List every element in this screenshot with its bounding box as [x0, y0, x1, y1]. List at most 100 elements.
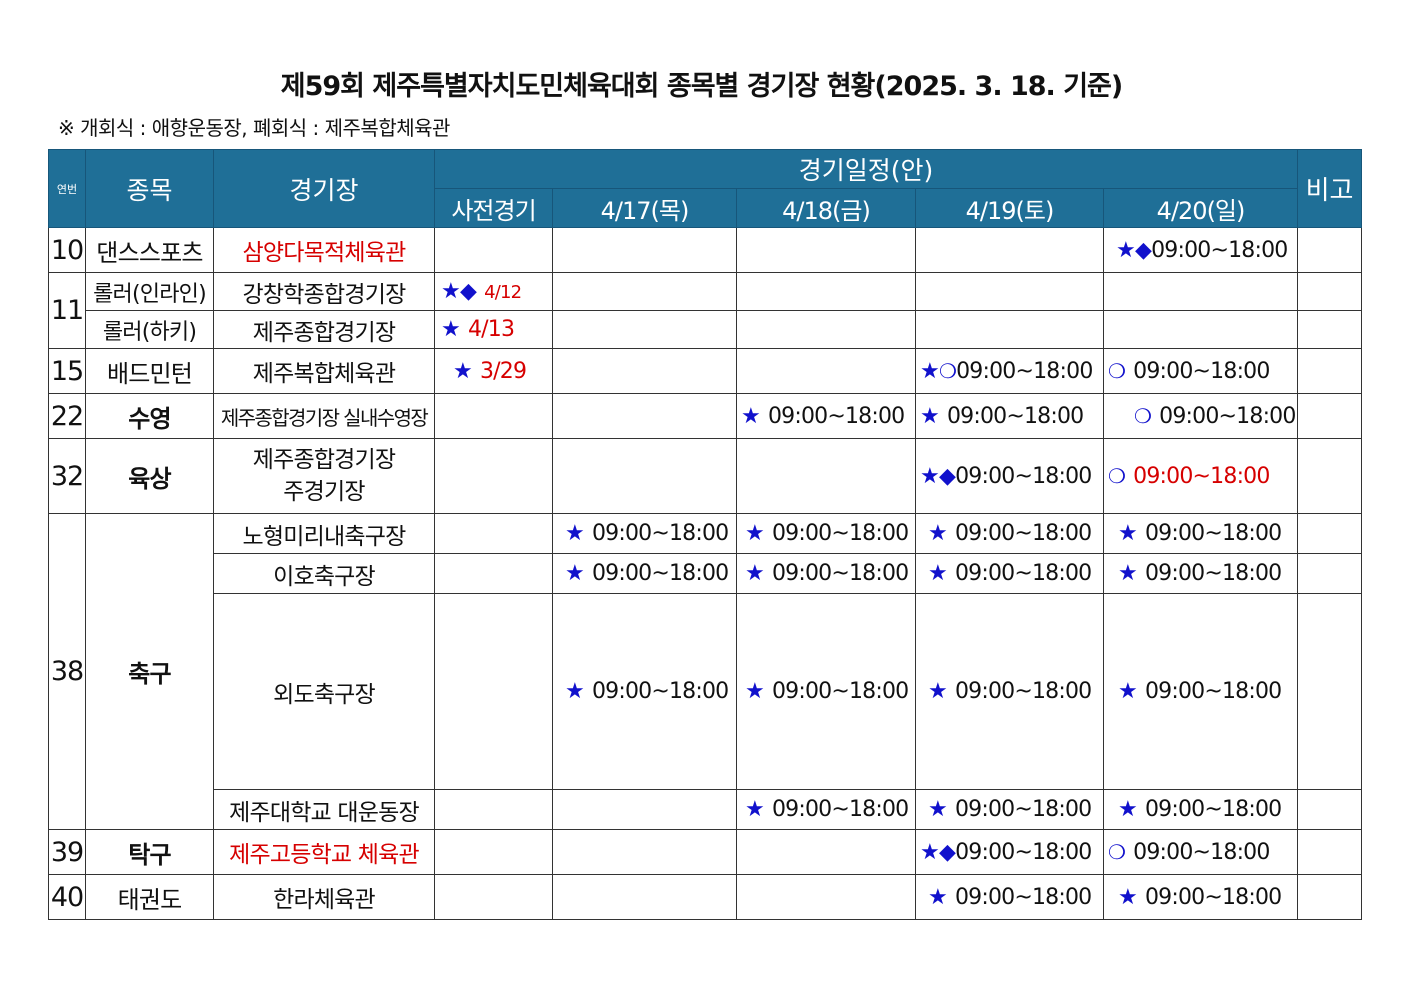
- time-text: 09:00~18:00: [955, 839, 1092, 865]
- time-text: 09:00~18:00: [771, 797, 909, 822]
- row-sport: 탁구: [85, 829, 214, 875]
- schedule-cell: ❍ 09:00~18:00: [1102, 393, 1299, 439]
- time-text: 09:00~18:00: [1133, 839, 1270, 865]
- time-text: 09:00~18:00: [771, 561, 909, 586]
- row-sport: 롤러(하키): [85, 310, 214, 349]
- star-icon: ★: [1118, 884, 1138, 910]
- schedule-cell: ★ 09:00~18:00: [1102, 874, 1299, 920]
- star-icon: ★: [441, 317, 461, 342]
- circle-icon: ❍: [938, 358, 957, 383]
- schedule-cell: ★ 09:00~18:00: [1102, 789, 1299, 830]
- schedule-cell: ❍ 09:00~18:00: [1102, 348, 1299, 394]
- time-text: 09:00~18:00: [954, 679, 1092, 704]
- col-header-schedule: 경기일정(안): [433, 149, 1299, 189]
- time-text: 09:00~18:00: [1133, 463, 1270, 489]
- time-text: 09:00~18:00: [771, 521, 909, 546]
- time-text: 09:00~18:00: [1144, 797, 1282, 822]
- time-text: 09:00~18:00: [1159, 403, 1296, 429]
- row-no: 22: [48, 393, 86, 439]
- schedule-cell: ★ 09:00~18:00: [736, 593, 916, 790]
- row-venue: 제주종합경기장: [213, 310, 435, 349]
- row-venue: 제주종합경기장 실내수영장: [213, 393, 435, 439]
- table-row: 40 태권도 한라체육관 ★ 09:00~18:00 ★ 09:00~18:00: [48, 874, 1363, 920]
- col-header-sport: 종목: [85, 149, 214, 228]
- pre-cell: ★ 3/29: [434, 348, 553, 394]
- venue-line-2: 주경기장: [283, 479, 365, 505]
- circle-icon: ❍: [1134, 403, 1152, 428]
- row-venue: 노형미리내축구장: [213, 513, 435, 554]
- table-row: 32 육상 제주종합경기장 주경기장 ★◆09:00~18:00 ❍ 09:00~1…: [48, 438, 1363, 514]
- time-text: 09:00~18:00: [771, 679, 909, 704]
- star-icon: ★: [453, 358, 473, 384]
- col-header-venue: 경기장: [213, 149, 435, 228]
- table-row: 롤러(하키) 제주종합경기장 ★ 4/13: [49, 310, 1363, 349]
- pre-cell: ★◆ 4/12: [434, 272, 553, 311]
- star-icon: ★: [920, 463, 940, 489]
- star-icon: ★: [928, 521, 948, 546]
- pre-date: 4/12: [484, 282, 522, 303]
- schedule-cell: ❍ 09:00~18:00: [1102, 829, 1299, 875]
- row-sport: 태권도: [85, 874, 214, 920]
- time-text: 09:00~18:00: [767, 403, 905, 429]
- star-icon: ★: [928, 561, 948, 586]
- venue-line-1: 제주종합경기장: [252, 447, 396, 473]
- table-row: 외도축구장 ★ 09:00~18:00 ★ 09:00~18:00 ★ 09:00~1…: [49, 593, 1363, 790]
- col-header-d20: 4/20(일): [1102, 188, 1299, 228]
- star-icon: ★: [1118, 521, 1138, 546]
- table-row: 39 탁구 제주고등학교 체육관 ★◆09:00~18:00 ❍ 09:00~18…: [48, 829, 1363, 875]
- page-title: 제59회 제주특별자치도민체육대회 종목별 경기장 현황(2025. 3. 18…: [280, 71, 1124, 102]
- star-icon: ★: [565, 679, 585, 704]
- star-icon: ★: [745, 679, 765, 704]
- star-icon: ★: [928, 884, 948, 910]
- row-no: 10: [48, 227, 86, 273]
- schedule-cell: ★ 09:00~18:00: [736, 789, 916, 830]
- schedule-cell: ★ 09:00~18:00: [736, 393, 916, 439]
- time-text: 09:00~18:00: [954, 884, 1092, 910]
- ceremony-note: ※ 개회식 : 애향운동장, 폐회식 : 제주복합체육관: [58, 116, 450, 140]
- time-text: 09:00~18:00: [946, 403, 1084, 429]
- circle-icon: ❍: [1108, 463, 1126, 488]
- schedule-cell: ★ 09:00~18:00: [1102, 553, 1299, 594]
- venue-schedule-table: 연번 종목 경기장 경기일정(안) 비고 사전경기 4/17(목) 4/18(금…: [48, 149, 1363, 920]
- row-no: 32: [48, 438, 86, 514]
- row-sport: 수영: [85, 393, 214, 439]
- star-icon: ★: [920, 839, 940, 865]
- time-text: 09:00~18:00: [1144, 884, 1282, 910]
- col-header-d18: 4/18(금): [736, 188, 916, 228]
- star-icon: ★: [745, 521, 765, 546]
- star-icon: ★: [741, 403, 761, 429]
- table-row: 15 배드민턴 제주복합체육관 ★ 3/29 ★❍09:00~18:00 ❍ 09:…: [48, 348, 1363, 394]
- row-no: 15: [48, 348, 86, 394]
- row-venue: 제주복합체육관: [213, 348, 435, 394]
- diamond-icon: ◆: [459, 279, 477, 304]
- star-icon: ★: [441, 279, 461, 304]
- star-icon: ★: [745, 797, 765, 822]
- table-row: 38 축구 노형미리내축구장 ★ 09:00~18:00 ★ 09:00~18:00…: [48, 513, 1363, 830]
- schedule-cell: ★ 09:00~18:00: [915, 513, 1104, 554]
- schedule-cell: ❍ 09:00~18:00: [1102, 438, 1299, 514]
- time-text: 09:00~18:00: [1144, 521, 1282, 546]
- schedule-cell: ★ 09:00~18:00: [915, 553, 1104, 594]
- table-row: 22 수영 제주종합경기장 실내수영장 ★ 09:00~18:00 ★ 09:00~…: [48, 393, 1363, 439]
- time-text: 09:00~18:00: [1133, 358, 1270, 384]
- row-sport: 육상: [85, 438, 214, 514]
- col-header-no: 연번: [48, 149, 86, 228]
- diamond-icon: ◆: [938, 839, 956, 865]
- time-text: 09:00~18:00: [591, 679, 729, 704]
- schedule-cell: ★ 09:00~18:00: [1102, 513, 1299, 554]
- table-row: 이호축구장 ★ 09:00~18:00 ★ 09:00~18:00 ★ 09:00~1…: [49, 553, 1363, 594]
- row-sport: 배드민턴: [85, 348, 214, 394]
- star-icon: ★: [920, 358, 940, 384]
- row-sport: 축구: [85, 513, 214, 830]
- time-text: 09:00~18:00: [954, 561, 1092, 586]
- time-text: 09:00~18:00: [1151, 237, 1288, 263]
- star-icon: ★: [928, 797, 948, 822]
- schedule-cell: ★ 09:00~18:00: [915, 593, 1104, 790]
- row-sport: 댄스스포츠: [85, 227, 214, 273]
- time-text: 09:00~18:00: [956, 358, 1093, 384]
- star-icon: ★: [1118, 561, 1138, 586]
- row-venue: 외도축구장: [213, 593, 435, 790]
- row-no: 38: [48, 513, 86, 830]
- schedule-cell: ★ 09:00~18:00: [915, 874, 1104, 920]
